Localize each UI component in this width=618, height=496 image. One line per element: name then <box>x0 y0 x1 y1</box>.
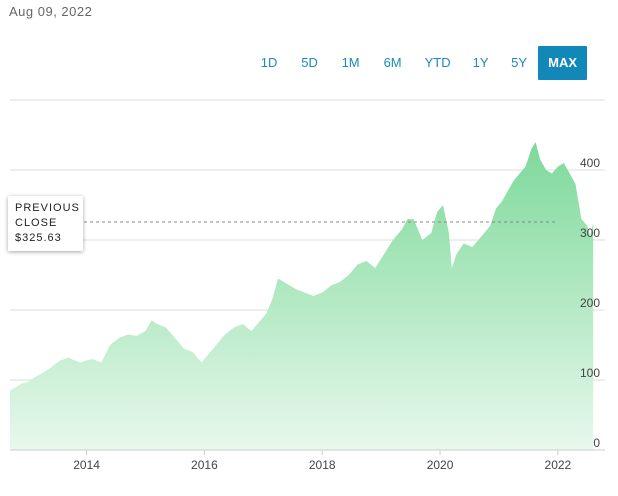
tooltip-line-2: CLOSE <box>15 217 58 229</box>
range-selector: 1D 5D 1M 6M YTD 1Y 5Y MAX <box>249 46 587 80</box>
range-5d-button[interactable]: 5D <box>301 55 318 70</box>
tooltip-price: $325.63 <box>15 232 62 244</box>
tooltip-line-1: PREVIOUS <box>15 202 80 214</box>
range-6m-button[interactable]: 6M <box>383 55 402 70</box>
y-tick-label: 200 <box>580 296 600 310</box>
y-tick-label: 300 <box>580 226 600 240</box>
y-tick-label: 0 <box>593 436 600 450</box>
previous-close-tooltip: PREVIOUS CLOSE $325.63 <box>8 196 83 251</box>
range-1y-button[interactable]: 1Y <box>472 55 489 70</box>
chart-date: Aug 09, 2022 <box>9 4 93 19</box>
x-tick-label: 2022 <box>545 458 572 472</box>
price-area <box>10 142 594 450</box>
x-tick-label: 2018 <box>309 458 336 472</box>
range-1d-button[interactable]: 1D <box>260 55 278 70</box>
range-5y-button[interactable]: 5Y <box>511 55 528 70</box>
range-1m-button[interactable]: 1M <box>341 55 360 70</box>
y-tick-label: 100 <box>580 366 600 380</box>
range-max-button[interactable]: MAX <box>538 46 587 80</box>
range-ytd-button[interactable]: YTD <box>424 55 451 70</box>
y-tick-label: 400 <box>580 156 600 170</box>
x-tick-label: 2020 <box>427 458 454 472</box>
x-tick-label: 2016 <box>191 458 218 472</box>
x-tick-label: 2014 <box>73 458 100 472</box>
